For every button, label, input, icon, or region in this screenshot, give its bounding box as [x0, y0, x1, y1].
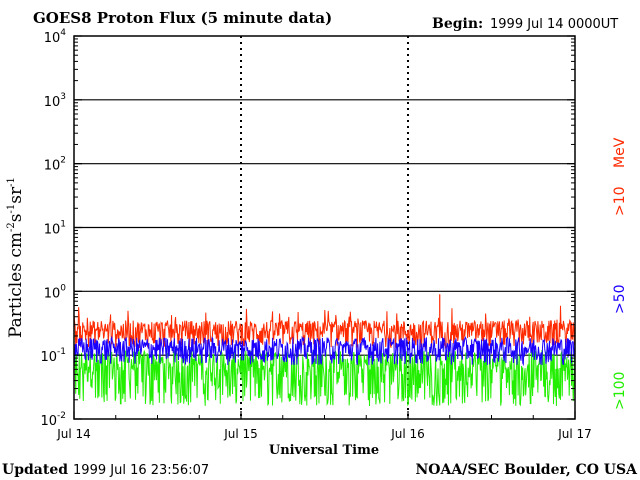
- series-layer: [73, 294, 576, 407]
- y-label-unit2: s: [6, 214, 26, 223]
- y-label-unit3: sr: [6, 186, 26, 204]
- updated-value: 1999 Jul 16 23:56:07: [73, 463, 209, 478]
- y-tick-label: 101: [44, 220, 66, 238]
- y-label-exp-s: -1: [6, 204, 17, 214]
- begin-label: Begin:: [432, 16, 483, 32]
- x-tick-label: Jul 17: [557, 427, 592, 441]
- legend-p10: >10: [612, 186, 628, 216]
- series-line-p100: [73, 348, 576, 407]
- legend-p50: >50: [612, 284, 628, 314]
- series-line-p50: [73, 335, 576, 367]
- x-tick-label: Jul 16: [390, 427, 425, 441]
- y-axis-label: Particles cm-2s-1sr-1: [6, 177, 26, 338]
- begin-value: 1999 Jul 14 0000UT: [490, 17, 618, 32]
- legend-p100: >100: [612, 372, 628, 410]
- x-tick-label: Jul 15: [223, 427, 258, 441]
- x-axis-label: Universal Time: [269, 443, 379, 458]
- x-tick-label: Jul 14: [56, 427, 91, 441]
- legend-mev: MeV: [612, 137, 628, 168]
- y-label-exp-sr: -1: [6, 177, 17, 187]
- y-tick-label: 103: [44, 92, 66, 110]
- y-tick-label: 102: [44, 156, 66, 174]
- chart-title: GOES8 Proton Flux (5 minute data): [33, 9, 332, 27]
- y-label-exp-cm: -2: [6, 222, 17, 232]
- footer-source: NOAA/SEC Boulder, CO USA: [416, 462, 639, 478]
- axis-layer: [73, 35, 576, 420]
- y-tick-label: 10-2: [40, 411, 66, 429]
- y-tick-label: 104: [44, 28, 67, 46]
- x-tick-labels: Jul 14 Jul 15 Jul 16 Jul 17: [56, 427, 592, 441]
- y-tick-labels: 104 103 102 101 100 10-1 10-2: [40, 28, 66, 429]
- y-tick-label: 100: [44, 283, 67, 301]
- footer-updated: Updated 1999 Jul 16 23:56:07: [2, 462, 209, 478]
- y-tick-label: 10-1: [40, 347, 66, 365]
- series-line-p10: [73, 305, 576, 350]
- y-label-main: Particles cm: [6, 232, 26, 338]
- updated-label: Updated: [2, 462, 68, 478]
